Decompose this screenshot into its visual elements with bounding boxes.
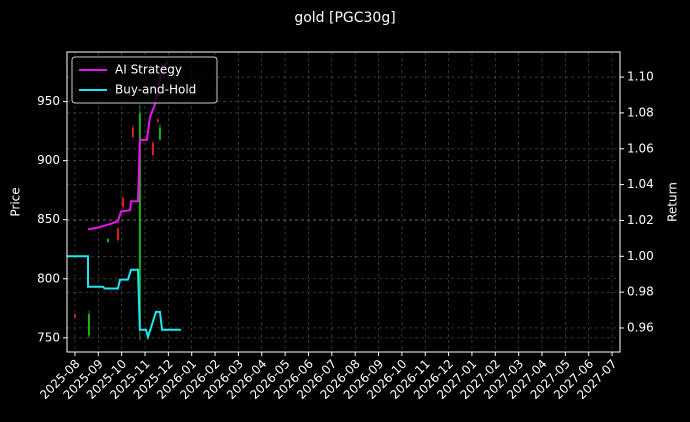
candle-body [151, 142, 154, 155]
candle-body [138, 113, 141, 327]
candle-body [122, 198, 125, 207]
y2-tick-label: 1.04 [627, 177, 654, 191]
candle-body [116, 227, 119, 240]
y2-tick-label: 1.10 [627, 70, 654, 84]
candle-body [87, 314, 90, 336]
candle-body [156, 119, 159, 122]
candle-body [158, 127, 161, 140]
candle-body [73, 314, 76, 318]
y-tick-label: 900 [37, 153, 60, 167]
series-line [67, 255, 181, 341]
candle-body [131, 127, 134, 138]
plot-frame [66, 51, 621, 353]
candle-body [106, 238, 109, 243]
y-tick-label: 850 [37, 212, 60, 226]
y2-tick-label: 1.08 [627, 105, 654, 119]
y2-tick-label: 0.98 [627, 285, 654, 299]
y2-tick-label: 1.00 [627, 249, 654, 263]
y2-tick-label: 0.96 [627, 320, 654, 334]
y-tick-label: 750 [37, 330, 60, 344]
legend-label: Buy-and-Hold [115, 83, 196, 97]
y-tick-label: 950 [37, 94, 60, 108]
y2-tick-label: 1.06 [627, 141, 654, 155]
y-axis-label: Price [9, 187, 23, 216]
chart-title: gold [PGC30g] [294, 10, 395, 26]
y2-axis-label: Return [666, 182, 680, 222]
legend-label: AI Strategy [115, 63, 182, 77]
legend-box [71, 56, 218, 104]
y2-tick-label: 1.02 [627, 213, 654, 227]
y-tick-label: 800 [37, 271, 60, 285]
